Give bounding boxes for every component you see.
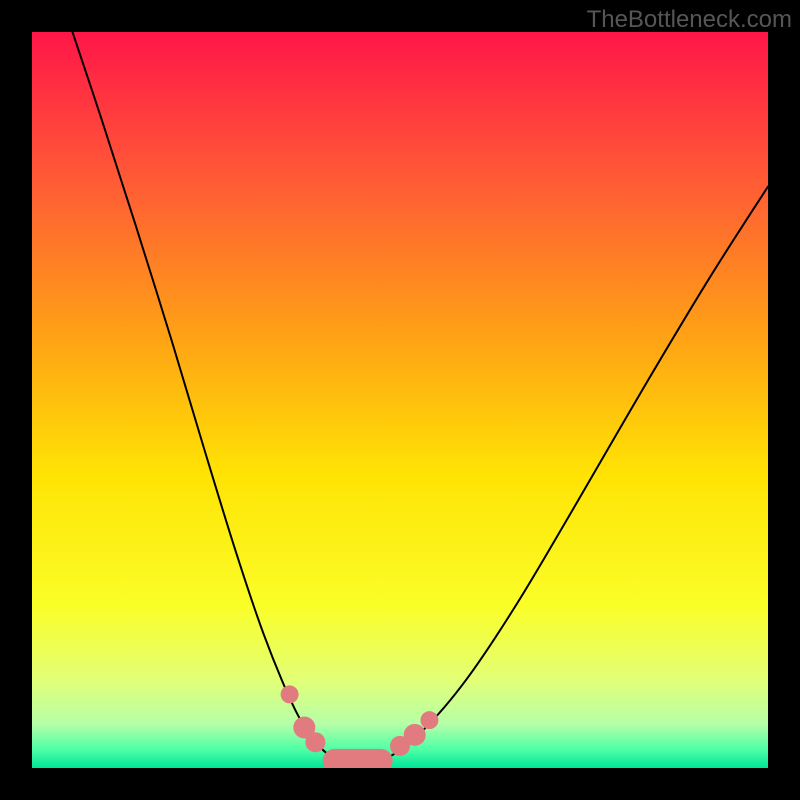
gradient-background — [32, 32, 768, 768]
chart-canvas: TheBottleneck.com — [0, 0, 800, 800]
marker-bottom-bar — [323, 749, 393, 768]
marker-dot — [281, 685, 299, 703]
marker-dot — [305, 732, 325, 752]
bottleneck-chart-svg — [32, 32, 768, 768]
watermark-text: TheBottleneck.com — [587, 6, 792, 34]
plot-area — [32, 32, 768, 768]
marker-dot — [404, 724, 426, 746]
marker-dot — [420, 711, 438, 729]
